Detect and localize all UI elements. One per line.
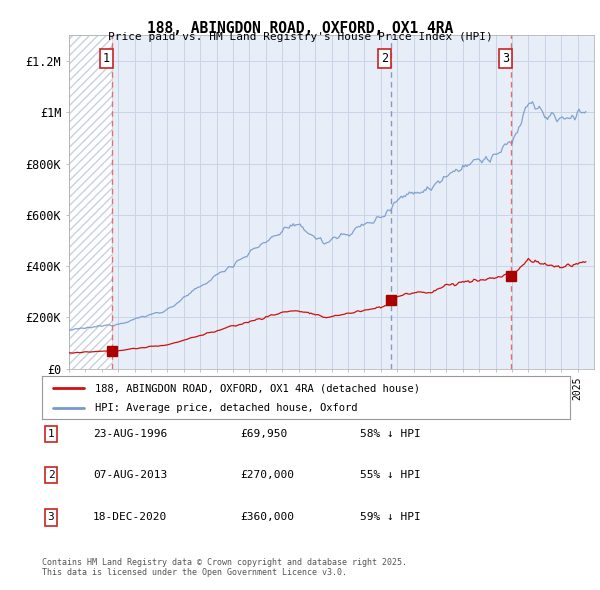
Text: 23-AUG-1996: 23-AUG-1996 bbox=[93, 429, 167, 438]
Text: £270,000: £270,000 bbox=[240, 470, 294, 480]
Text: 1: 1 bbox=[47, 429, 55, 438]
Text: 188, ABINGDON ROAD, OXFORD, OX1 4RA (detached house): 188, ABINGDON ROAD, OXFORD, OX1 4RA (det… bbox=[95, 384, 420, 394]
Bar bbox=[69, 35, 112, 369]
Text: 58% ↓ HPI: 58% ↓ HPI bbox=[360, 429, 421, 438]
Text: 55% ↓ HPI: 55% ↓ HPI bbox=[360, 470, 421, 480]
Text: 1: 1 bbox=[103, 53, 110, 65]
Text: 59% ↓ HPI: 59% ↓ HPI bbox=[360, 513, 421, 522]
Text: HPI: Average price, detached house, Oxford: HPI: Average price, detached house, Oxfo… bbox=[95, 404, 358, 413]
Text: £360,000: £360,000 bbox=[240, 513, 294, 522]
Text: 2: 2 bbox=[47, 470, 55, 480]
Text: 18-DEC-2020: 18-DEC-2020 bbox=[93, 513, 167, 522]
Text: 3: 3 bbox=[502, 53, 509, 65]
Text: 2: 2 bbox=[381, 53, 388, 65]
Text: 188, ABINGDON ROAD, OXFORD, OX1 4RA: 188, ABINGDON ROAD, OXFORD, OX1 4RA bbox=[147, 21, 453, 36]
Text: 07-AUG-2013: 07-AUG-2013 bbox=[93, 470, 167, 480]
Text: £69,950: £69,950 bbox=[240, 429, 287, 438]
Text: Price paid vs. HM Land Registry's House Price Index (HPI): Price paid vs. HM Land Registry's House … bbox=[107, 32, 493, 42]
Text: 3: 3 bbox=[47, 513, 55, 522]
Text: Contains HM Land Registry data © Crown copyright and database right 2025.
This d: Contains HM Land Registry data © Crown c… bbox=[42, 558, 407, 577]
